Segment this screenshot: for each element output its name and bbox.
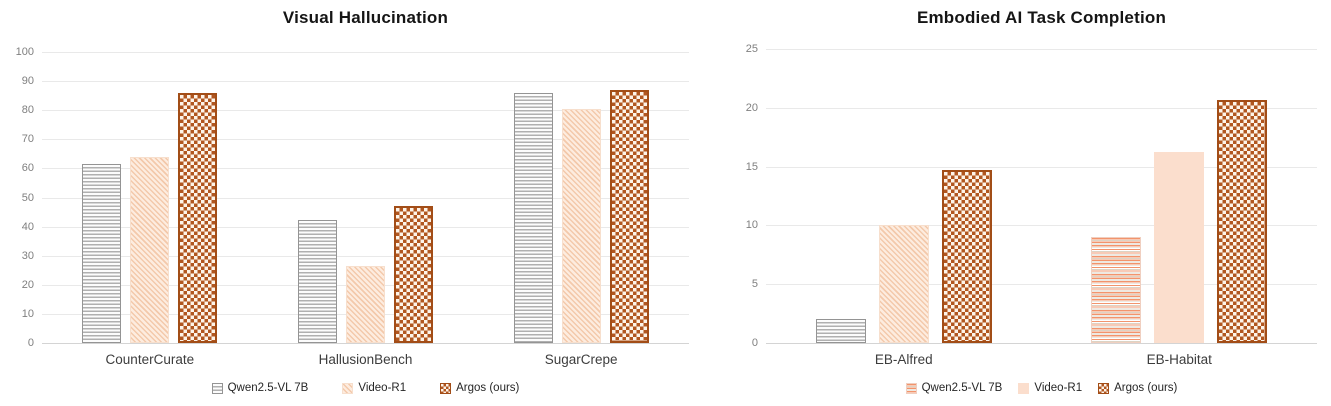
orange-hlines-swatch-icon (905, 382, 917, 394)
y-tick-label: 10 (21, 307, 34, 320)
x-axis-line (766, 343, 1317, 344)
x-axis-line (42, 343, 689, 344)
y-tick-label: 30 (21, 249, 34, 262)
brown-checker-swatch-icon (1098, 382, 1110, 394)
gridline (766, 107, 1317, 109)
y-tick-label: 10 (745, 219, 758, 232)
x-category-label: SugarCrepe (544, 352, 618, 367)
bar-video-r1-eb-habitat (1154, 152, 1205, 343)
chart-embodied-ai-task-completion: Embodied AI Task Completion Qwen2.5-VL 7… (700, 0, 1331, 406)
peach-diagonal-swatch-icon (342, 382, 354, 394)
bar-video-r1-hallusionbench (346, 266, 385, 343)
legend-label: Qwen2.5-VL 7B (227, 382, 309, 394)
legend-item-video-r1: Video-R1 (1018, 382, 1082, 394)
bar-argos-ours-eb-habitat (1217, 99, 1268, 343)
gridline (766, 225, 1317, 227)
chart-title: Visual Hallucination (282, 8, 449, 27)
gray-hlines-swatch-icon (211, 382, 223, 394)
legend-item-argos-ours: Argos (ours) (440, 382, 519, 394)
y-tick-label: 20 (745, 101, 758, 114)
bar-qwen2-5-vl-7b-eb-habitat (1091, 237, 1142, 343)
gridline (766, 49, 1317, 50)
bar-video-r1-eb-alfred (878, 225, 929, 343)
gridline (42, 197, 689, 199)
y-tick-label: 100 (15, 46, 34, 58)
x-category-label: EB-Habitat (1146, 352, 1212, 367)
legend-label: Argos (ours) (1114, 382, 1178, 394)
legend-item-qwen2-5-vl-7b: Qwen2.5-VL 7B (905, 382, 1003, 394)
brown-checker-swatch-icon (440, 382, 452, 394)
peach-solid-swatch-icon (1018, 382, 1030, 394)
gridline (766, 284, 1317, 286)
bar-argos-ours-hallusionbench (394, 205, 433, 343)
gridline (42, 255, 689, 257)
bar-argos-ours-sugarcrepe (609, 90, 649, 343)
chart-title: Embodied AI Task Completion (916, 8, 1167, 27)
legend-label: Video-R1 (358, 382, 407, 394)
gridline (42, 81, 689, 83)
bar-qwen2-5-vl-7b-eb-alfred (815, 319, 866, 343)
y-tick-label: 0 (27, 337, 34, 349)
y-tick-label: 40 (21, 220, 34, 233)
x-category-label: CounterCurate (105, 352, 195, 367)
y-tick-label: 15 (745, 160, 758, 173)
y-tick-label: 25 (745, 43, 758, 55)
x-category-label: HallusionBench (318, 352, 413, 367)
legend-item-qwen2-5-vl-7b: Qwen2.5-VL 7B (211, 382, 309, 394)
gridline (42, 110, 689, 112)
y-tick-label: 0 (751, 337, 758, 349)
legend: Qwen2.5-VL 7B Video-R1 Argos (ours) (766, 382, 1317, 394)
gridline (42, 52, 689, 53)
gridline (42, 139, 689, 141)
y-tick-label: 5 (751, 278, 758, 291)
gridline (42, 226, 689, 228)
x-category-label: EB-Alfred (874, 352, 933, 367)
legend: Qwen2.5-VL 7B Video-R1 Argos (ours) (42, 382, 689, 394)
gridline (42, 168, 689, 170)
bar-qwen2-5-vl-7b-countercurate (82, 164, 122, 343)
bar-qwen2-5-vl-7b-sugarcrepe (513, 93, 553, 343)
legend-label: Video-R1 (1034, 382, 1083, 394)
legend-item-video-r1: Video-R1 (342, 382, 406, 394)
bar-argos-ours-eb-alfred (941, 170, 992, 343)
bar-video-r1-countercurate (130, 157, 170, 343)
legend-item-argos-ours: Argos (ours) (1098, 382, 1177, 394)
bar-qwen2-5-vl-7b-hallusionbench (298, 219, 337, 343)
y-tick-label: 20 (21, 278, 34, 291)
legend-label: Qwen2.5-VL 7B (921, 382, 1003, 394)
legend-label: Argos (ours) (456, 382, 520, 394)
chart-visual-hallucination: Visual Hallucination Qwen2.5-VL 7B Video-… (15, 8, 689, 394)
y-tick-label: 80 (21, 104, 34, 117)
gridline (766, 166, 1317, 168)
y-tick-label: 60 (21, 162, 34, 175)
y-tick-label: 90 (21, 75, 34, 88)
bar-video-r1-sugarcrepe (561, 109, 601, 343)
y-tick-label: 70 (21, 133, 34, 146)
bar-argos-ours-countercurate (178, 93, 218, 343)
y-tick-label: 50 (21, 191, 34, 204)
